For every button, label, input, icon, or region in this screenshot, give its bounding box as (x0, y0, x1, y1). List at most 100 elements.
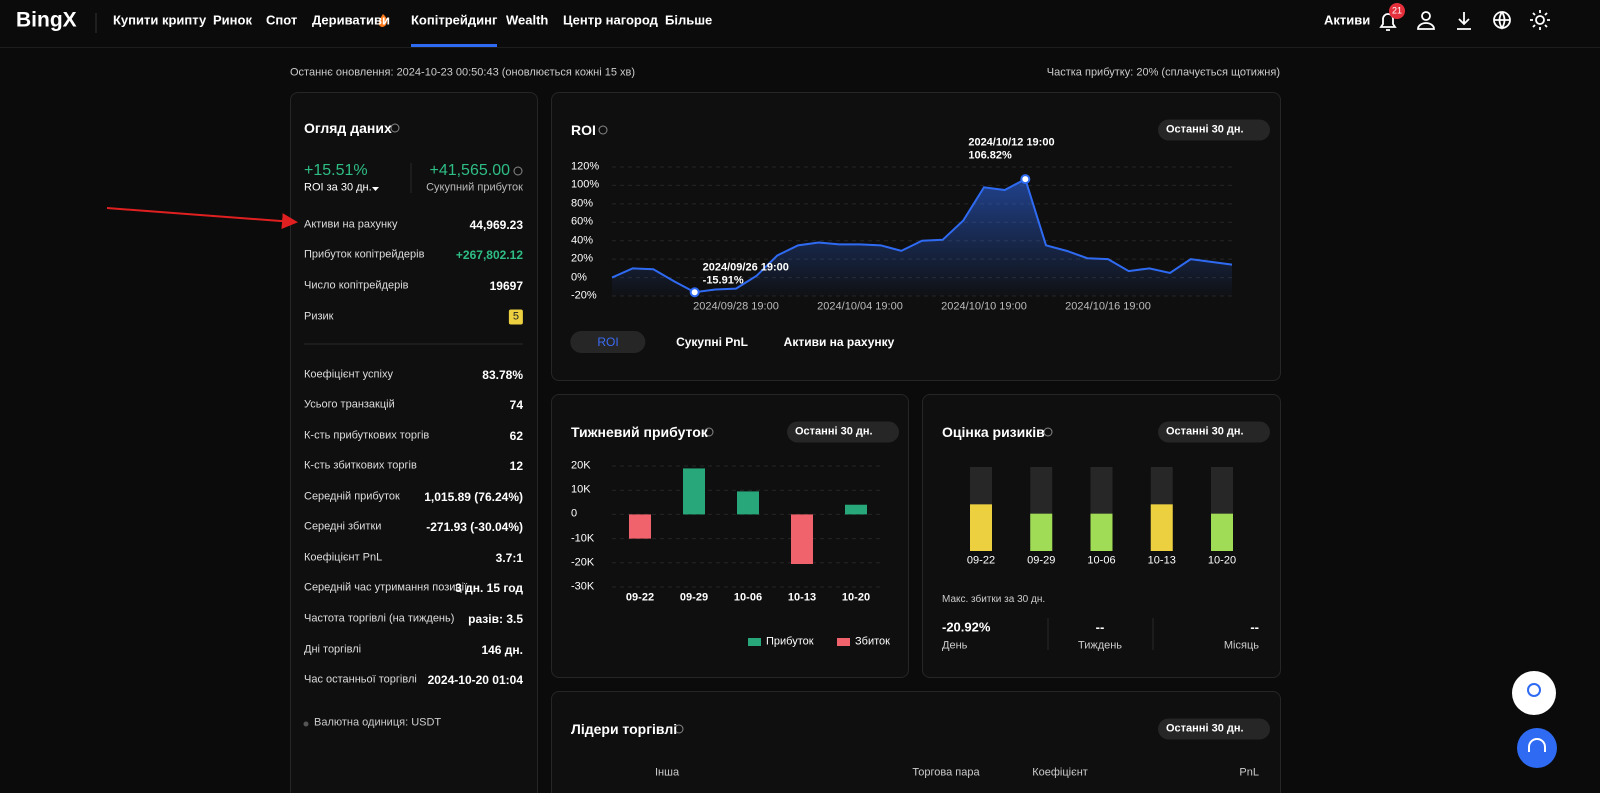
support-button[interactable] (1517, 728, 1557, 768)
row-label: Ризик (304, 310, 334, 323)
risk-bar (1090, 513, 1113, 551)
nav-active-underline (411, 44, 497, 47)
x-tick-label: 10-20 (841, 591, 871, 604)
row-value: 19697 (489, 279, 523, 293)
stat-value: -20.92% (942, 619, 991, 635)
period-dropdown[interactable]: Останні 30 дн. (1158, 119, 1270, 141)
card-title: Оцінка ризиків (942, 424, 1045, 440)
x-tick-label: 10-13 (1147, 554, 1176, 567)
annotation-point (1020, 174, 1031, 185)
y-tick-label: -20K (571, 556, 595, 569)
y-tick-label: 120% (571, 160, 600, 173)
row-value: 3.7:1 (495, 551, 523, 565)
row-value: 3 дн. 15 год (455, 581, 523, 595)
roi-label: ROI за 30 дн. (304, 181, 372, 194)
risk-bar (1211, 513, 1233, 551)
x-tick-label: 09-22 (625, 591, 655, 604)
row-value: -271.93 (-30.04%) (426, 520, 523, 534)
max-loss-title: Макс. збитки за 30 дн. (942, 594, 1046, 605)
y-tick-label: -20% (571, 289, 597, 302)
y-tick-label: 0% (571, 271, 587, 284)
stat-label: Тиждень (1077, 639, 1123, 652)
column-header: PnL (1239, 766, 1259, 779)
row-label: Активи на рахунку (304, 218, 398, 231)
risk-bar (1150, 504, 1173, 551)
period-dropdown[interactable]: Останні 30 дн. (1158, 421, 1270, 443)
nav-item[interactable]: Ринок (213, 12, 252, 28)
nav-item[interactable]: Деривативи (312, 12, 390, 28)
row-label: Середній прибуток (304, 490, 400, 503)
row-label: Прибуток копітрейдерів (304, 248, 425, 261)
row-label: Число копітрейдерів (304, 279, 409, 292)
annotation-point (689, 287, 700, 298)
info-icon (513, 166, 523, 176)
period-dropdown[interactable]: Останні 30 дн. (1158, 718, 1270, 740)
row-label: К-сть прибуткових торгів (304, 429, 430, 442)
stat-value: -- (1095, 619, 1105, 635)
pnl-label: Сукупний прибуток (426, 181, 523, 194)
row-label: Дні торгівлі (304, 643, 362, 656)
column-header: Торгова пара (912, 766, 980, 779)
nav-item[interactable]: Купити крипту (113, 12, 207, 28)
legend-label: Збиток (855, 635, 890, 648)
legend-swatch (748, 638, 761, 646)
currency-note: Валютна одиниця: USDT (314, 716, 442, 729)
bullet (303, 721, 309, 727)
row-value: 12 (509, 459, 523, 473)
row-value: 2024-10-20 01:04 (427, 673, 523, 687)
nav-item[interactable]: Більше (665, 12, 713, 28)
annotation-date: 2024/09/26 19:00 (702, 261, 789, 274)
nav-item[interactable]: Спот (266, 12, 298, 28)
x-tick-label: 09-22 (966, 554, 996, 567)
info-icon (674, 724, 684, 734)
y-tick-label: 20K (571, 459, 591, 472)
legend-swatch (837, 638, 850, 646)
annotation-date: 2024/10/12 19:00 (968, 136, 1055, 149)
y-tick-label: -30K (571, 580, 595, 593)
row-value: 62 (509, 429, 523, 443)
row-label: Коефіцієнт PnL (304, 551, 383, 564)
help-button[interactable] (1512, 671, 1556, 715)
overview-card (290, 92, 538, 793)
nav-item[interactable]: Центр нагород (563, 12, 658, 28)
leaders-card (551, 691, 1281, 793)
card-title: Огляд даних (304, 120, 392, 136)
x-tick-label: 09-29 (679, 591, 709, 604)
info-icon (704, 427, 714, 437)
tab[interactable]: Сукупні PnL (676, 335, 748, 349)
x-tick-label: 10-06 (1087, 554, 1116, 567)
bar (629, 514, 651, 539)
bar (737, 491, 759, 515)
annotation-value: 106.82% (968, 149, 1012, 162)
risk-bar (1030, 513, 1053, 551)
row-label: Середній час утримання позиції (304, 581, 468, 594)
logo[interactable]: BingX (16, 8, 77, 32)
risk-badge: 5 (508, 309, 523, 325)
y-tick-label: 0 (571, 507, 578, 520)
badge-count: 21 (1391, 5, 1403, 16)
row-value: разів: 3.5 (468, 612, 523, 626)
y-tick-label: 60% (571, 215, 594, 228)
stat-label: День (942, 639, 968, 652)
update-time: Останнє оновлення: 2024-10-23 00:50:43 (… (290, 66, 636, 79)
support-icon (1528, 738, 1546, 752)
card-title: ROI (571, 122, 596, 138)
annotation-value: -15.91% (702, 274, 744, 287)
row-label: Коефіцієнт успіху (304, 368, 393, 381)
nav-item[interactable]: Копітрейдинг (411, 12, 498, 28)
tab[interactable]: ROI (570, 331, 646, 353)
y-tick-label: 40% (571, 234, 594, 247)
bar (845, 504, 867, 515)
nav-assets[interactable]: Активи (1324, 12, 1371, 28)
bar (791, 514, 813, 565)
row-value: 74 (509, 398, 523, 412)
nav-item[interactable]: Wealth (506, 12, 549, 28)
tab[interactable]: Активи на рахунку (783, 335, 895, 349)
row-label: Усього транзакцій (304, 398, 395, 411)
period-dropdown[interactable]: Останні 30 дн. (787, 421, 899, 443)
x-tick-label: 10-20 (1207, 554, 1237, 567)
x-tick-label: 10-06 (733, 591, 763, 604)
column-header: Інша (655, 766, 680, 779)
